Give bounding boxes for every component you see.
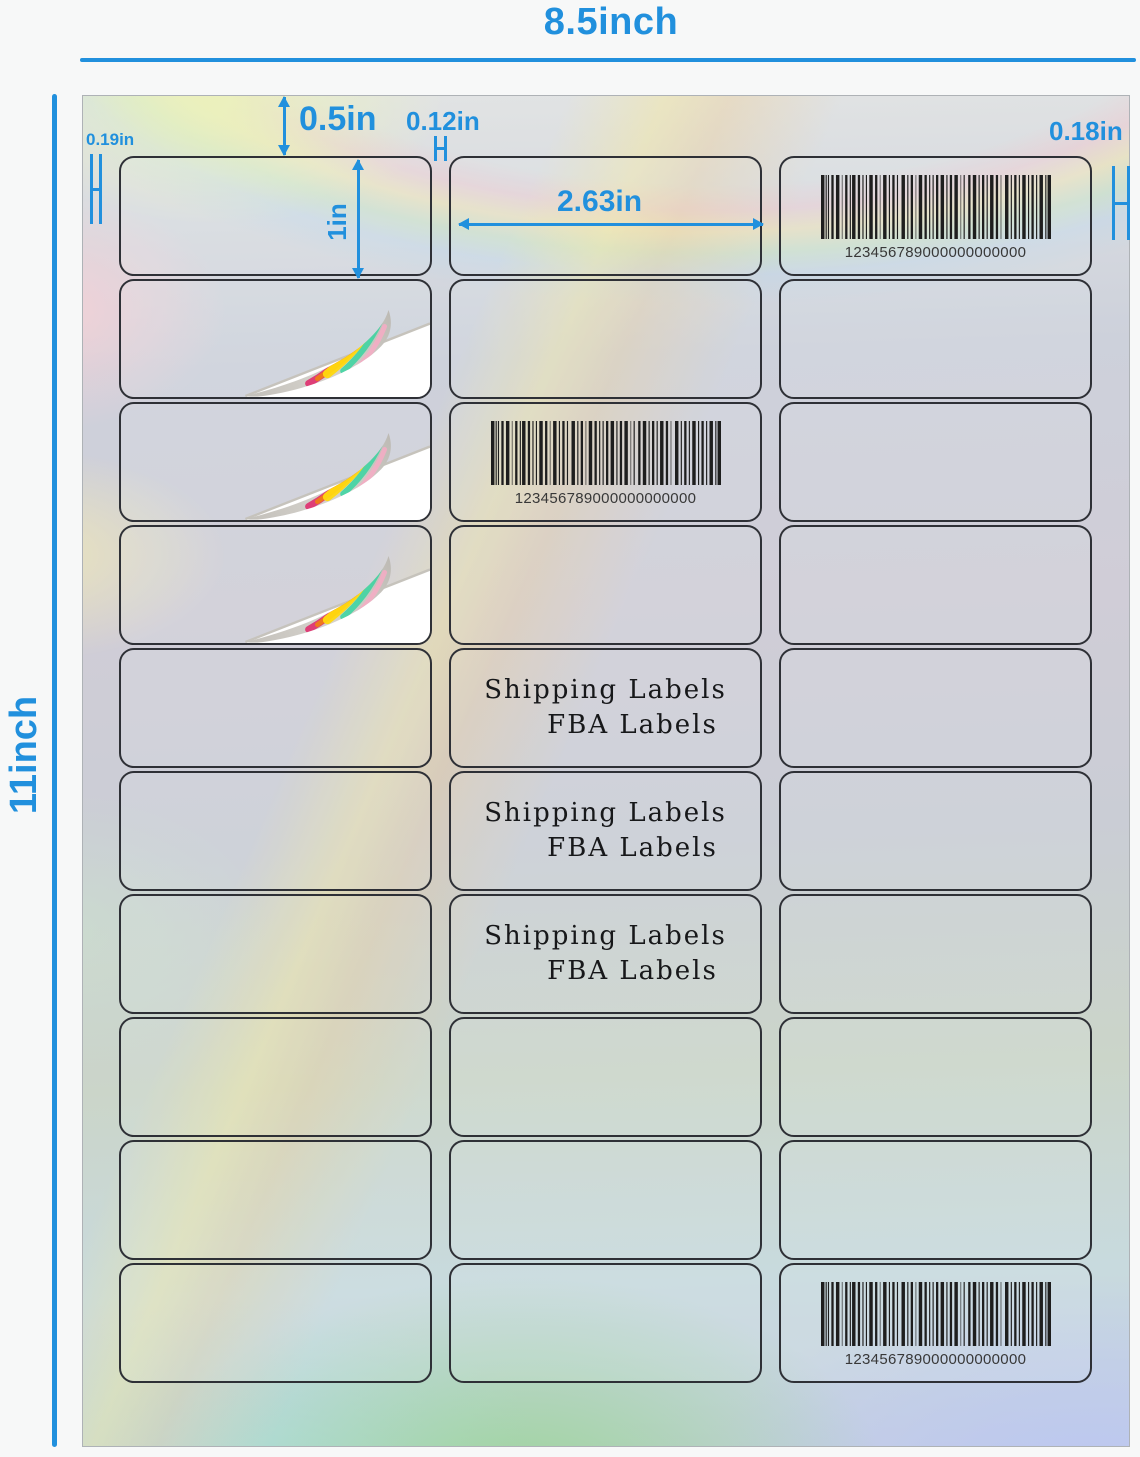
label-cell-barcode: 123456789000000000000 xyxy=(779,156,1092,276)
label-cell xyxy=(779,1140,1092,1260)
label-cell xyxy=(779,525,1092,645)
right-margin-label: 0.18in xyxy=(1049,116,1123,146)
label-cell xyxy=(779,402,1092,522)
sheet-height-label: 11inch xyxy=(3,695,45,815)
label-cell xyxy=(119,771,432,891)
label-cell-barcode: 123456789000000000000 xyxy=(779,1263,1092,1383)
label-cell xyxy=(449,156,762,276)
peeling-corner-icon xyxy=(121,404,430,520)
sheet-width-ruler-line xyxy=(80,58,1136,62)
label-cell-text: Shipping Labels FBA Labels xyxy=(449,894,762,1014)
top-margin-arrow xyxy=(278,96,290,156)
label-width-arrow xyxy=(458,218,764,230)
sheet-height-ruler-line xyxy=(52,94,57,1447)
label-cell xyxy=(119,648,432,768)
label-cell xyxy=(779,279,1092,399)
label-cell-peeling xyxy=(119,279,432,399)
label-cell xyxy=(779,771,1092,891)
peeling-corner-icon xyxy=(121,281,430,397)
sheet-width-label: 8.5inch xyxy=(543,1,679,43)
holographic-label-sheet: 123456789000000000000 123456789000000000… xyxy=(82,95,1130,1447)
label-cell xyxy=(449,1140,762,1260)
sticker-text-line1: Shipping Labels xyxy=(484,674,727,705)
label-cell xyxy=(119,894,432,1014)
label-cell xyxy=(779,894,1092,1014)
label-cell xyxy=(119,156,432,276)
label-cell xyxy=(119,1263,432,1383)
label-cell xyxy=(449,525,762,645)
sticker-text-line1: Shipping Labels xyxy=(484,920,727,951)
label-height-label: 1in xyxy=(322,203,352,241)
barcode-icon xyxy=(490,421,721,485)
barcode-icon xyxy=(820,1282,1051,1346)
top-margin-label: 0.5in xyxy=(299,100,377,138)
label-height-arrow xyxy=(352,159,364,279)
label-cell-text: Shipping Labels FBA Labels xyxy=(449,648,762,768)
label-cell-peeling xyxy=(119,525,432,645)
label-cell xyxy=(449,1017,762,1137)
label-cell xyxy=(119,1140,432,1260)
sticker-text-line2: FBA Labels xyxy=(547,833,718,863)
barcode-icon xyxy=(820,175,1051,239)
right-margin-mark xyxy=(1112,166,1130,240)
barcode-number: 123456789000000000000 xyxy=(514,490,697,507)
barcode-number: 123456789000000000000 xyxy=(844,1351,1027,1368)
barcode-number: 123456789000000000000 xyxy=(844,244,1027,261)
label-cell-barcode: 123456789000000000000 xyxy=(449,402,762,522)
left-margin-mark xyxy=(90,154,102,224)
label-cell-peeling xyxy=(119,402,432,522)
column-gap-label: 0.12in xyxy=(406,106,480,136)
peeling-corner-icon xyxy=(121,527,430,643)
label-cell xyxy=(449,279,762,399)
left-margin-label: 0.19in xyxy=(86,130,135,149)
label-cell xyxy=(449,1263,762,1383)
label-cell xyxy=(119,1017,432,1137)
label-cell xyxy=(779,1017,1092,1137)
label-cell-text: Shipping Labels FBA Labels xyxy=(449,771,762,891)
sticker-text-line2: FBA Labels xyxy=(547,956,718,986)
sticker-text-line1: Shipping Labels xyxy=(484,797,727,828)
label-width-label: 2.63in xyxy=(557,185,643,218)
sticker-text-line2: FBA Labels xyxy=(547,710,718,740)
label-cell xyxy=(779,648,1092,768)
column-gap-mark xyxy=(434,136,447,161)
label-grid: 123456789000000000000 123456789000000000… xyxy=(119,156,1092,1383)
